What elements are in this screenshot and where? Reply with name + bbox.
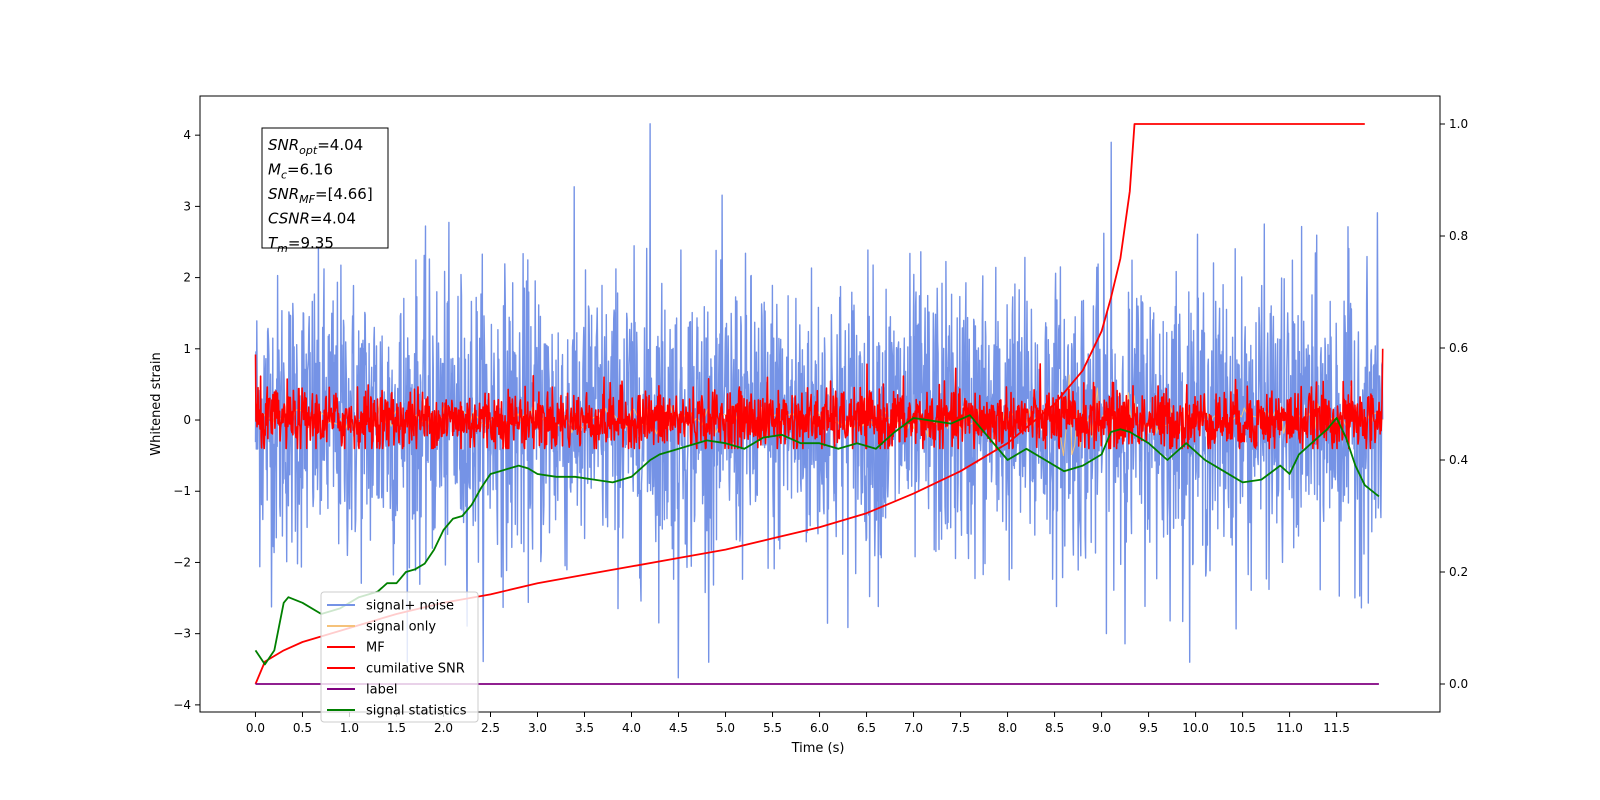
legend-entry: signal+ noise [366,599,454,614]
stats-annotation-box: SNRopt=4.04 Mc=6.16 SNRMF=[4.66] CSNR=4.04 T… [261,127,389,255]
x-tick-label: 10.5 [1229,721,1256,735]
x-tick-label: 4.0 [622,721,641,735]
x-tick-label: 0.5 [293,721,312,735]
x-tick-label: 5.5 [763,721,782,735]
x-tick-label: 7.0 [904,721,923,735]
x-tick-label: 4.5 [669,721,688,735]
x-tick-label: 0.0 [246,721,265,735]
legend-entry: label [366,683,397,698]
x-axis-label: Time (s) [791,741,845,756]
annotation-line: SNRopt=4.04 [268,136,363,157]
x-tick-label: 8.0 [998,721,1017,735]
y-axis-label: Whitened strain [149,352,164,455]
x-tick-label: 8.5 [1045,721,1064,735]
annotation-line: CSNR=4.04 [268,210,356,228]
annotation-frame [261,127,389,249]
annotation-line: Tm=9.35 [268,234,334,255]
y-tick-label: −3 [173,627,191,641]
legend-entry: signal only [366,620,436,635]
x-tick-label: 6.0 [810,721,829,735]
y-tick-label: −2 [173,555,191,569]
y-axis-ticks: −4 −3 −2 −1 0 1 2 3 4 [173,128,200,712]
y-tick-label: 4 [183,128,191,142]
y2-tick-label: 0.0 [1449,677,1468,691]
x-tick-label: 3.0 [528,721,547,735]
y-tick-label: −1 [173,484,191,498]
y-tick-label: 2 [183,271,191,285]
legend-frame [320,591,479,723]
x-tick-label: 10.0 [1182,721,1209,735]
y2-tick-label: 0.4 [1449,453,1468,467]
y2-tick-label: 0.8 [1449,229,1468,243]
x-tick-label: 1.5 [387,721,406,735]
series-line-mf [254,348,1384,450]
annotation-line: Mc=6.16 [268,161,333,182]
y-tick-label: 3 [183,199,191,213]
x-tick-label: 2.5 [481,721,500,735]
y2-tick-label: 1.0 [1449,117,1468,131]
x-axis-ticks: 0.0 0.5 1.0 1.5 2.0 2.5 3.0 3.5 4.0 4.5 5.0 5.5 6.0 6… [246,712,1350,735]
x-tick-label: 9.5 [1139,721,1158,735]
y2-tick-label: 0.2 [1449,565,1468,579]
series-line-signal-statistics [254,414,1380,666]
x-tick-label: 6.5 [857,721,876,735]
legend: signal+ noise signal only MF cumilative SNR… [320,591,479,723]
x-tick-label: 7.5 [951,721,970,735]
x-tick-label: 1.0 [340,721,359,735]
x-tick-label: 11.0 [1276,721,1303,735]
x-tick-label: 3.5 [575,721,594,735]
annotation-line: SNRMF=[4.66] [268,185,373,206]
y2-axis-ticks: 0.0 0.2 0.4 0.6 0.8 1.0 [1440,117,1468,691]
y-tick-label: −4 [173,698,191,712]
y2-tick-label: 0.6 [1449,341,1468,355]
x-tick-label: 2.0 [434,721,453,735]
x-tick-label: 9.0 [1092,721,1111,735]
legend-entry: MF [366,641,385,656]
legend-entry: cumilative SNR [366,662,465,677]
y-tick-label: 1 [183,342,191,356]
x-tick-label: 11.5 [1323,721,1350,735]
y-tick-label: 0 [183,413,191,427]
legend-entry: signal statistics [366,704,467,719]
x-tick-label: 5.0 [716,721,735,735]
